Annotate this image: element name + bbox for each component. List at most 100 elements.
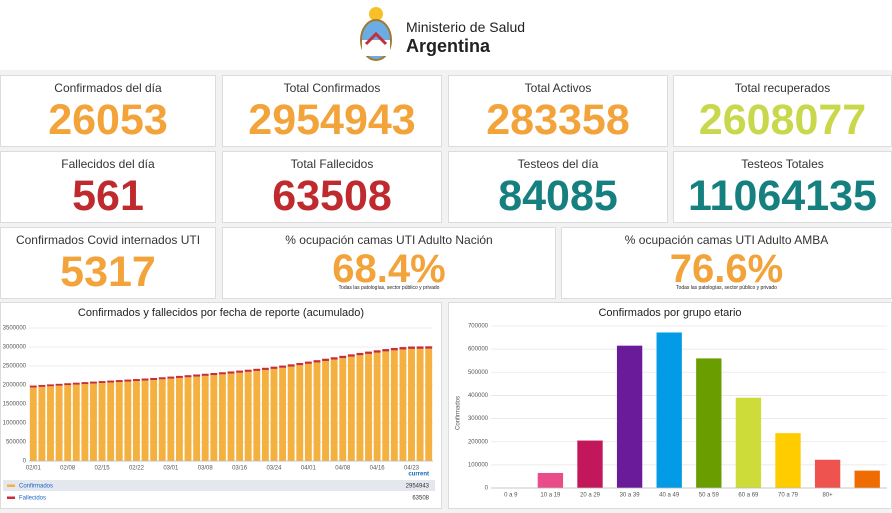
bar-segment [227, 373, 235, 461]
stat-value: 26053 [48, 96, 168, 144]
stat-card: % ocupación camas UTI Adulto AMBA 76.6% To… [561, 227, 892, 299]
stat-value: 68.4% [332, 247, 446, 291]
bar-segment [210, 373, 218, 376]
stat-label: Confirmados del día [54, 81, 162, 95]
bar-segment [304, 363, 312, 461]
stat-label: Testeos Totales [741, 157, 824, 171]
legend-swatch [7, 496, 15, 499]
y-tick-label: 3500000 [3, 326, 27, 332]
stat-value: 2954943 [248, 96, 416, 144]
bar-segment [29, 385, 37, 388]
bar-segment [244, 371, 252, 461]
stat-card: Testeos del día 84085 [448, 151, 668, 223]
bar-segment [330, 357, 338, 360]
stat-value: 76.6% [669, 247, 784, 291]
x-tick-label: 80+ [823, 493, 834, 499]
bar-segment [287, 366, 295, 461]
stat-label: Testeos del día [517, 157, 599, 171]
bar-segment [218, 374, 226, 461]
bar-segment [416, 346, 424, 349]
bar-segment [133, 379, 140, 382]
bar-segment [141, 378, 149, 381]
x-tick-label: 04/23 [404, 466, 420, 472]
bar-segment [150, 379, 158, 461]
bar [814, 459, 841, 488]
legend-header: current [408, 472, 429, 478]
stat-label: % ocupación camas UTI Adulto Nación [285, 233, 493, 247]
x-tick-label: 02/22 [129, 466, 145, 472]
bar-segment [158, 379, 166, 461]
x-tick-label: 04/01 [301, 466, 317, 472]
bar-segment [399, 349, 407, 461]
bar-segment [150, 377, 158, 380]
legend-label: Confirmados [19, 484, 53, 490]
bar-segment [236, 372, 244, 461]
bar-segment [425, 348, 433, 461]
stat-card: Total recuperados 2608077 [673, 75, 892, 147]
bar-segment [399, 347, 407, 350]
stat-value: 561 [72, 172, 144, 220]
ministry: Ministerio de Salud [406, 19, 526, 35]
bar-segment [244, 369, 252, 372]
x-tick-label: 30 a 39 [620, 493, 641, 499]
bar-segment [38, 386, 46, 461]
bar-segment [270, 368, 278, 461]
bar-segment [167, 378, 175, 461]
x-tick-label: 70 a 79 [778, 493, 799, 499]
bar-segment [356, 352, 364, 356]
bar-segment [124, 379, 132, 382]
bar-segment [373, 352, 381, 461]
bar-segment [425, 346, 433, 349]
x-tick-label: 20 a 29 [580, 493, 601, 499]
bar-segment [390, 347, 398, 351]
bar-segment [382, 349, 390, 352]
x-tick-label: 04/16 [370, 466, 386, 472]
bar-segment [322, 360, 329, 461]
y-tick-label: 700000 [468, 324, 489, 330]
x-tick-label: 03/16 [232, 466, 248, 472]
stat-card: Testeos Totales 11064135 [673, 151, 892, 223]
stat-value: 11064135 [688, 172, 877, 220]
bar-segment [339, 358, 347, 461]
stat-label: Confirmados Covid internados UTI [15, 233, 201, 247]
y-tick-label: 400000 [468, 393, 489, 399]
stat-value: 63508 [272, 172, 392, 220]
y-tick-label: 0 [23, 459, 27, 465]
bar [854, 470, 880, 488]
y-tick-label: 600000 [468, 347, 489, 353]
bar-segment [201, 375, 209, 461]
x-tick-label: 03/24 [266, 466, 282, 472]
bar-segment [64, 383, 72, 386]
bar-segment [296, 362, 304, 366]
bar-segment [107, 382, 115, 461]
bar-segment [270, 366, 278, 369]
bar-segment [373, 350, 381, 353]
y-tick-label: 500000 [468, 370, 489, 376]
bar-segment [175, 377, 183, 461]
chart: Confirmados por grupo etario Confirmados… [456, 307, 887, 499]
bar [537, 472, 564, 488]
y-tick-label: 100000 [468, 462, 489, 468]
bar-segment [279, 365, 287, 368]
bar-segment [296, 365, 304, 461]
bar-segment [98, 383, 106, 461]
y-tick-label: 3000000 [3, 345, 27, 351]
bar [775, 433, 801, 488]
bar-segment [382, 351, 390, 461]
bar-segment [408, 348, 415, 461]
bar-segment [322, 358, 329, 361]
legend-label: Fallecidos [19, 496, 46, 502]
y-tick-label: 1000000 [3, 421, 27, 427]
bar-segment [72, 384, 80, 461]
bar-segment [313, 360, 321, 363]
stat-label: Total Activos [524, 81, 592, 95]
y-tick-label: 0 [485, 486, 489, 492]
stat-card: Total Activos 283358 [448, 75, 668, 147]
bar [696, 358, 722, 488]
y-tick-label: 300000 [468, 416, 489, 422]
bar-segment [347, 356, 355, 461]
bar-segment [261, 367, 269, 370]
bar [656, 332, 682, 488]
x-tick-label: 04/08 [335, 466, 351, 472]
